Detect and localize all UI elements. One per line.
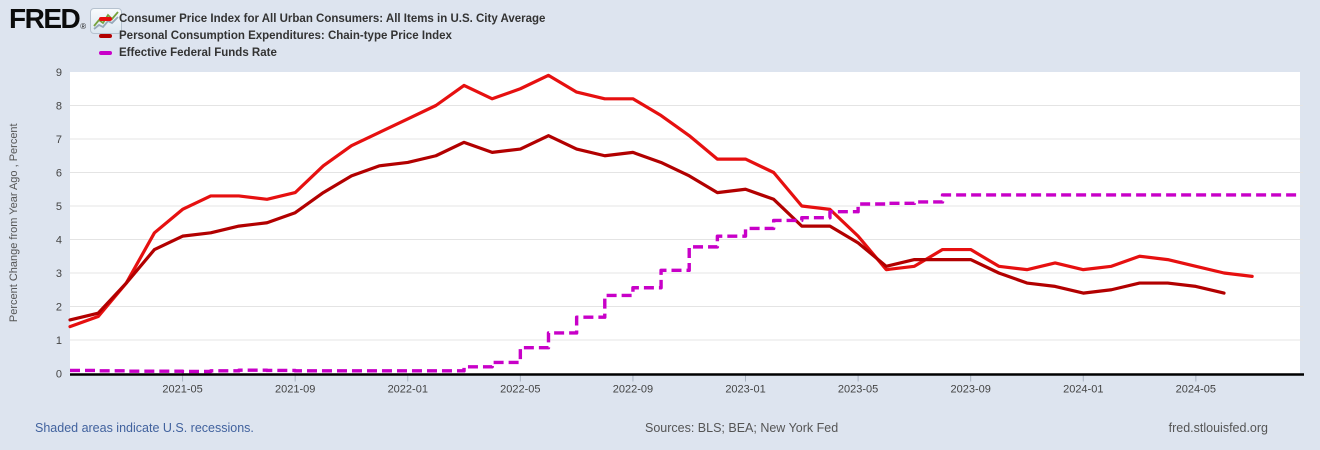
y-axis-title: Percent Change from Year Ago , Percent: [8, 123, 20, 322]
y-tick-label-5: 5: [56, 201, 62, 213]
legend-swatch-cpi: [99, 16, 112, 21]
legend-item-effr: Effective Federal Funds Rate: [99, 44, 545, 61]
sources-text[interactable]: Sources: BLS; BEA; New York Fed: [645, 421, 839, 435]
fred-logo: FRED ®: [9, 3, 123, 34]
x-tick-label-2024-01: 2024-01: [1063, 384, 1103, 396]
x-tick-label-2021-09: 2021-09: [275, 384, 315, 396]
fred-logo-text: FRED: [9, 3, 81, 34]
fred-sparkline-icon: [90, 8, 123, 34]
x-tick-label-2024-05: 2024-05: [1176, 384, 1216, 396]
legend-label-effr: Effective Federal Funds Rate: [119, 46, 277, 59]
legend-item-pce: Personal Consumption Expenditures: Chain…: [99, 27, 545, 44]
y-tick-label-9: 9: [56, 67, 62, 79]
x-tick-label-2022-01: 2022-01: [388, 384, 428, 396]
cpi-line[interactable]: [68, 73, 1254, 329]
x-tick-label-2022-09: 2022-09: [613, 384, 653, 396]
legend-label-cpi: Consumer Price Index for All Urban Consu…: [119, 12, 546, 25]
legend-item-cpi: Consumer Price Index for All Urban Consu…: [99, 10, 545, 27]
x-tick-label-2023-05: 2023-05: [838, 384, 878, 396]
legend-swatch-effr: [99, 50, 112, 55]
effr-line[interactable]: [70, 193, 1298, 374]
y-tick-label-4: 4: [56, 235, 62, 247]
fred-site-link[interactable]: fred.stlouisfed.org: [1168, 421, 1268, 435]
plot-area[interactable]: [70, 72, 1300, 374]
y-tick-label-3: 3: [56, 268, 62, 280]
pce-line[interactable]: [68, 134, 1226, 322]
registered-trademark: ®: [80, 22, 87, 31]
y-tick-label-2: 2: [56, 302, 62, 314]
legend-swatch-pce: [99, 33, 112, 38]
x-tick-label-2022-05: 2022-05: [500, 384, 540, 396]
y-tick-label-0: 0: [56, 369, 62, 381]
recession-note-link[interactable]: Shaded areas indicate U.S. recessions.: [35, 421, 254, 435]
y-tick-label-7: 7: [56, 134, 62, 146]
legend-label-pce: Personal Consumption Expenditures: Chain…: [119, 29, 452, 42]
chart-legend: Consumer Price Index for All Urban Consu…: [99, 10, 545, 61]
x-tick-label-2023-09: 2023-09: [950, 384, 990, 396]
y-tick-label-6: 6: [56, 168, 62, 180]
y-tick-label-8: 8: [56, 101, 62, 113]
x-tick-label-2021-05: 2021-05: [162, 384, 202, 396]
x-tick-label-2023-01: 2023-01: [725, 384, 765, 396]
y-tick-label-1: 1: [56, 335, 62, 347]
